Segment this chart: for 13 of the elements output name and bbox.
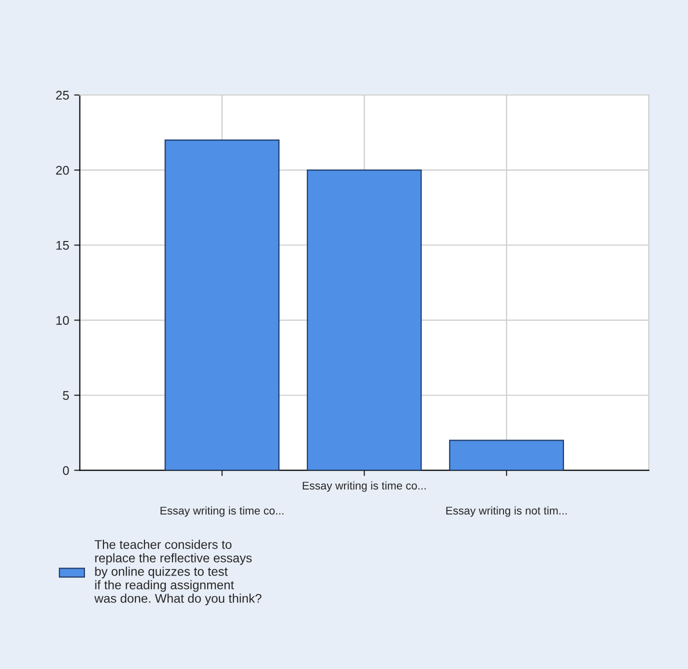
bar bbox=[164, 139, 280, 470]
y-tick-label: 0 bbox=[62, 466, 69, 475]
legend-label: The teacher considers to replace the reflective essays by online quizzes to test if the reading assignment was done. What do you think? bbox=[94, 540, 262, 606]
y-tick-label: 20 bbox=[56, 166, 69, 175]
y-tick-label: 5 bbox=[62, 391, 69, 400]
x-tick-label: Essay writing is time co... bbox=[302, 481, 426, 492]
y-tick-label: 15 bbox=[56, 241, 69, 250]
bar bbox=[306, 170, 422, 470]
y-tick-label: 10 bbox=[56, 316, 69, 325]
x-tick-label: Essay writing is time co... bbox=[160, 506, 284, 517]
y-tick-label: 25 bbox=[56, 90, 69, 100]
bar bbox=[449, 440, 564, 470]
x-tick-label: Essay writing is not tim... bbox=[446, 506, 567, 517]
